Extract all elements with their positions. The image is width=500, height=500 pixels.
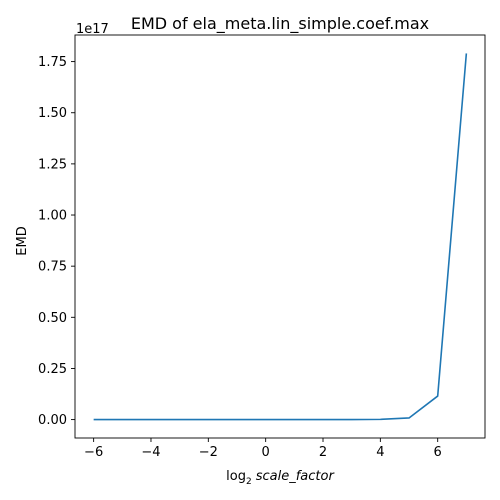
x-axis-label-variable: scale_factor: [256, 469, 336, 484]
y-tick-label: 1.75: [38, 55, 67, 70]
y-tick-label: 1.25: [38, 157, 67, 172]
chart-title: EMD of ela_meta.lin_simple.coef.max: [131, 14, 429, 34]
y-tick-label: 0.50: [38, 311, 67, 326]
x-tick-label: 2: [319, 445, 327, 460]
y-tick-label: 1.00: [38, 209, 67, 224]
x-tick-label: 0: [262, 445, 270, 460]
x-tick-label: −6: [84, 445, 103, 460]
y-axis-label: EMD: [15, 226, 30, 255]
x-axis-label-log: log: [226, 469, 246, 484]
x-tick-label: 6: [434, 445, 442, 460]
x-tick-label: −4: [141, 445, 160, 460]
x-tick-label: 4: [376, 445, 384, 460]
plot-frame: [74, 34, 486, 439]
x-axis-label-base: 2: [246, 477, 252, 487]
y-tick-label: 0.75: [38, 260, 67, 275]
y-offset-text: 1e17: [76, 22, 109, 37]
y-tick-label: 1.50: [38, 106, 67, 121]
x-axis-label: log2 scale_factor: [226, 469, 335, 487]
y-tick-label: 0.25: [38, 362, 67, 377]
series-line-0: [93, 53, 468, 421]
x-tick-label: −2: [199, 445, 218, 460]
y-tick-label: 0.00: [38, 413, 67, 428]
